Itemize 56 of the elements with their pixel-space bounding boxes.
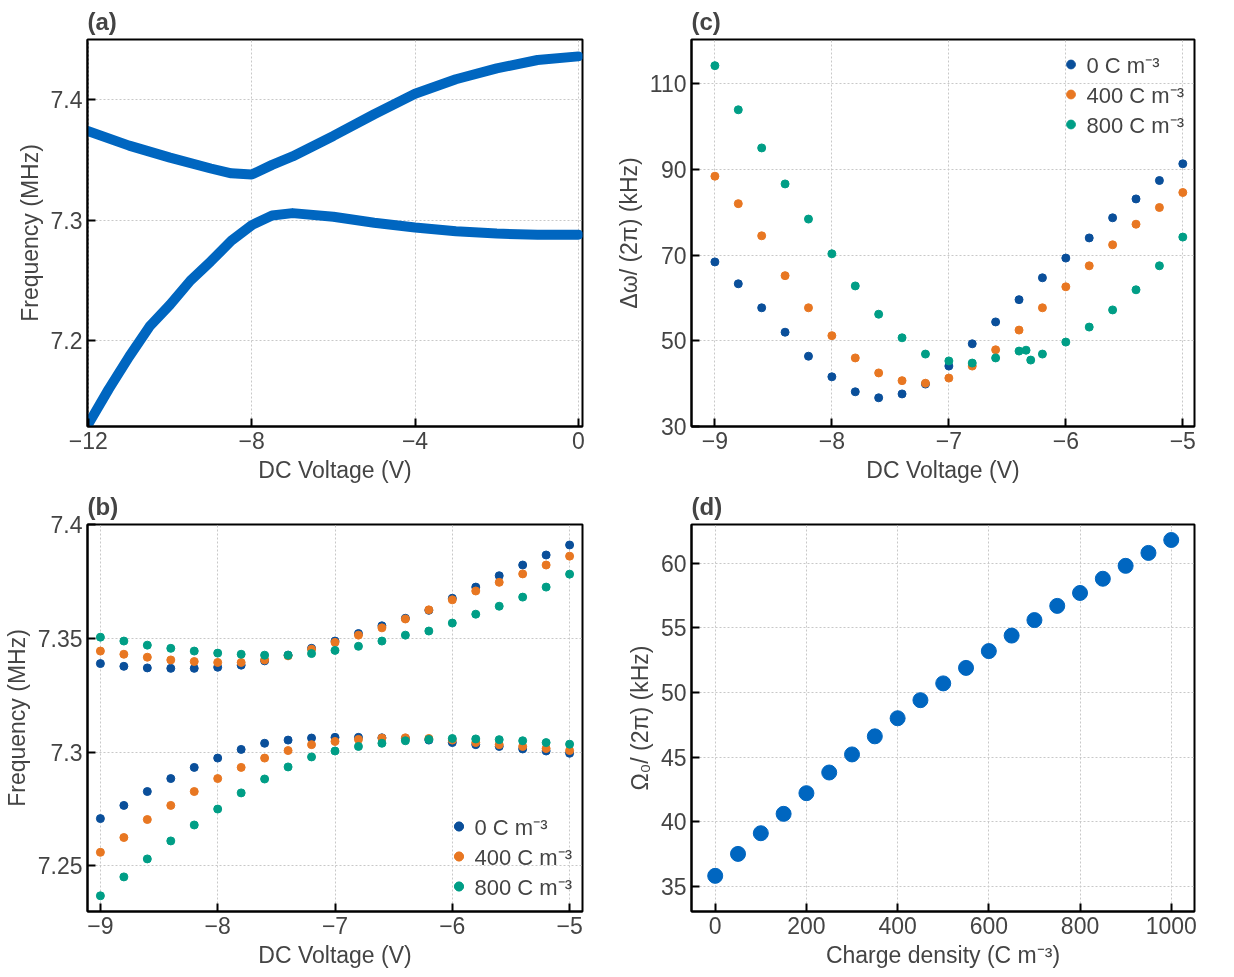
- y-tick-label: 50: [660, 679, 687, 706]
- chart-title: (b): [87, 492, 119, 520]
- x-tick-label: −8: [238, 427, 265, 454]
- x-tick-label: 0: [708, 912, 722, 939]
- legend-label: 400 C m⁻³: [474, 844, 572, 871]
- x-tick-label: 800: [1060, 912, 1100, 939]
- x-tick-label: −9: [87, 912, 114, 939]
- y-tick-label: 7.2: [50, 328, 83, 355]
- y-axis-title: Ω₀/ (2π) (kHz): [626, 645, 653, 791]
- x-axis-title: DC Voltage (V): [866, 456, 1020, 483]
- y-tick-label: 7.3: [50, 739, 83, 766]
- y-tick-label: 7.3: [50, 207, 83, 234]
- x-tick-label: −7: [321, 912, 349, 939]
- y-tick-label: 7.35: [37, 625, 83, 652]
- y-tick-label: 45: [660, 744, 687, 771]
- y-axis-title: Frequency (MHz): [16, 144, 43, 322]
- y-tick-label: 60: [660, 550, 687, 577]
- y-tick-label: 7.4: [50, 87, 83, 114]
- y-tick-label: 55: [660, 615, 687, 642]
- x-tick-label: −5: [556, 912, 583, 939]
- chart-title: (c): [691, 7, 721, 35]
- x-tick-label: −6: [1052, 427, 1079, 454]
- y-axis-title: Frequency (MHz): [3, 629, 30, 807]
- legend-label: 800 C m⁻³: [1086, 112, 1184, 139]
- x-tick-label: −5: [1169, 427, 1196, 454]
- x-axis-title: Charge density (C m⁻³): [825, 941, 1061, 968]
- x-tick-label: 200: [787, 912, 826, 939]
- legend-label: 0 C m⁻³: [474, 814, 548, 841]
- x-tick-label: −4: [401, 427, 429, 454]
- x-axis-title: DC Voltage (V): [258, 941, 412, 968]
- x-axis-title: DC Voltage (V): [258, 456, 412, 483]
- x-tick-label: −8: [818, 427, 845, 454]
- x-tick-label: −12: [68, 427, 108, 454]
- x-tick-label: −9: [701, 427, 729, 454]
- x-tick-label: 0: [572, 427, 585, 454]
- chart-title: (a): [87, 7, 117, 35]
- y-tick-label: 7.25: [37, 853, 83, 880]
- y-axis-title: Δω/ (2π) (kHz): [615, 157, 642, 309]
- y-tick-label: 70: [660, 242, 687, 269]
- x-tick-label: −6: [439, 912, 466, 939]
- y-tick-label: 7.4: [50, 512, 83, 538]
- x-tick-label: −7: [935, 427, 962, 454]
- y-tick-label: 110: [649, 71, 687, 98]
- y-tick-label: 90: [660, 156, 687, 183]
- x-tick-label: 400: [878, 912, 917, 939]
- y-tick-label: 50: [660, 328, 687, 355]
- x-tick-label: 600: [969, 912, 1009, 939]
- chart-title: (d): [691, 492, 723, 520]
- legend-label: 400 C m⁻³: [1086, 82, 1184, 109]
- legend-label: 0 C m⁻³: [1086, 52, 1160, 79]
- y-tick-label: 40: [660, 809, 687, 836]
- x-tick-label: −8: [204, 912, 231, 939]
- y-tick-label: 30: [660, 414, 687, 440]
- y-tick-label: 35: [660, 873, 687, 900]
- legend-label: 800 C m⁻³: [474, 874, 572, 901]
- x-tick-label: 1000: [1145, 912, 1197, 939]
